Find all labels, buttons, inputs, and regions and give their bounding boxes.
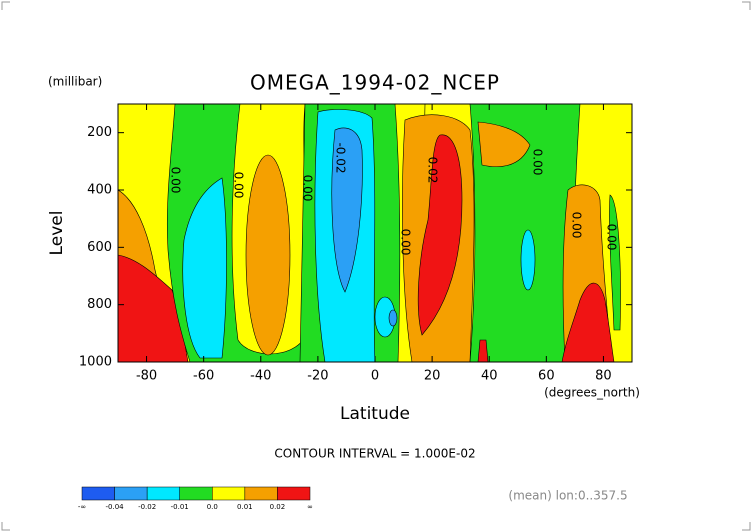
contour-label: 0.00 (605, 224, 619, 251)
colorbar-label: -0.02 (138, 503, 156, 511)
colorbar-swatch (81, 486, 115, 501)
contour-region (520, 229, 536, 291)
x-tick-label: 60 (538, 369, 555, 384)
y-tick-label: 1000 (79, 355, 112, 370)
contour-region (477, 339, 489, 362)
x-tick-label: 80 (595, 369, 612, 384)
x-tick-label: 20 (424, 369, 441, 384)
contour-label: 0.00 (169, 167, 183, 194)
contour-region (561, 282, 615, 362)
contour-field (118, 104, 632, 362)
contour-region (477, 121, 531, 168)
contour-region (182, 177, 227, 359)
x-tick-label: -80 (136, 369, 157, 384)
colorbar-label: -0.04 (106, 503, 125, 511)
contour-interval: CONTOUR INTERVAL = 1.000E-02 (274, 447, 475, 461)
contour-label: -0.02 (334, 142, 348, 173)
contour-label: 0.00 (232, 172, 246, 199)
contour-label: 0.00 (570, 212, 584, 239)
y-tick-label: 600 (87, 240, 112, 255)
footnote: (mean) lon:0..357.5 (508, 489, 627, 503)
x-tick-label: 0 (371, 369, 379, 384)
x-tick-label: -40 (250, 369, 271, 384)
contour-label: 0.00 (301, 175, 315, 202)
contour-region (118, 254, 189, 362)
contour-label: 0.00 (399, 229, 413, 256)
contour-region (331, 127, 363, 293)
colorbar-swatch (277, 486, 311, 501)
colorbar-swatch (212, 486, 246, 501)
x-tick-label: 40 (481, 369, 498, 384)
colorbar-label: ∞ (307, 503, 313, 511)
y-unit: (millibar) (48, 75, 102, 89)
contour-label: 0.02 (426, 157, 440, 184)
x-unit: (degrees_north) (544, 386, 640, 400)
colorbar-swatch (114, 486, 148, 501)
chart-title: OMEGA_1994-02_NCEP (250, 71, 500, 95)
colorbar-label: 0.02 (270, 503, 286, 511)
contour-label: 0.00 (531, 149, 545, 176)
x-axis-label: Latitude (340, 404, 410, 424)
colorbar-swatch (244, 486, 278, 501)
contour-region (388, 309, 398, 327)
colorbar-label: -∞ (78, 503, 86, 511)
x-tick-label: -60 (193, 369, 214, 384)
contour-region (245, 154, 291, 356)
contour-region (417, 134, 463, 336)
colorbar-swatch (179, 486, 213, 501)
x-tick-label: -20 (307, 369, 328, 384)
colorbar-swatch (146, 486, 180, 501)
y-tick-label: 400 (87, 183, 112, 198)
colorbar-label: 0.0 (207, 503, 218, 511)
colorbar-label: 0.01 (237, 503, 253, 511)
contour-region (609, 194, 621, 331)
colorbar-label: -0.01 (171, 503, 189, 511)
y-axis-label: Level (47, 211, 67, 256)
y-tick-label: 800 (87, 297, 112, 312)
y-tick-label: 200 (87, 125, 112, 140)
